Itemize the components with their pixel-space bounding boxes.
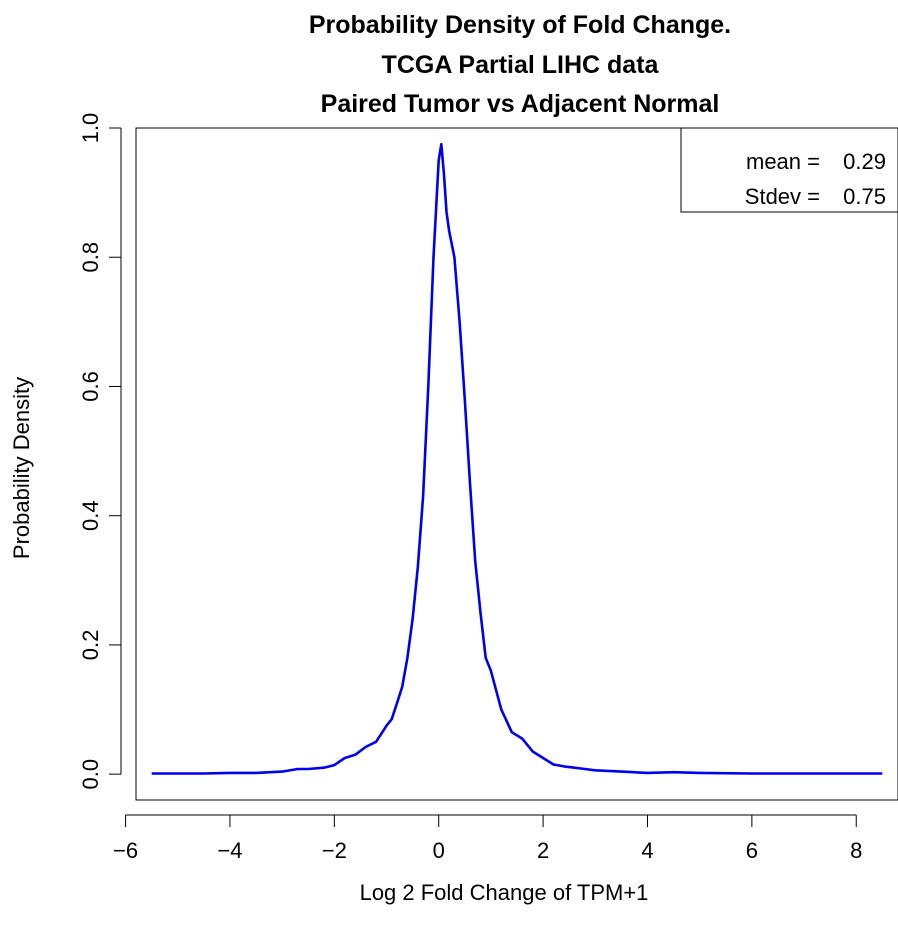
x-tick-label: −6: [113, 838, 138, 863]
legend-mean-label: mean =: [746, 149, 820, 174]
x-tick-label: −2: [322, 838, 347, 863]
x-tick-label: 8: [850, 838, 862, 863]
chart-title-line-3: Paired Tumor vs Adjacent Normal: [321, 90, 720, 118]
x-tick-label: 2: [537, 838, 549, 863]
x-tick-label: −4: [217, 838, 242, 863]
legend-box: [680, 127, 898, 213]
x-tick-label: 0: [433, 838, 445, 863]
y-tick-label: 1.0: [78, 113, 103, 144]
series-layer: [151, 142, 883, 775]
y-tick-label: 0.8: [78, 242, 103, 273]
x-axis-label: Log 2 Fold Change of TPM+1: [360, 880, 649, 905]
x-tick-label: 4: [641, 838, 653, 863]
density-line: [151, 142, 883, 775]
x-axis: −6 −4 −2 0 2 4 6 8: [113, 814, 862, 863]
legend-stdev-label: Stdev =: [745, 184, 820, 209]
chart-title-line-1: Probability Density of Fold Change.: [309, 11, 731, 39]
y-tick-label: 0.4: [78, 500, 103, 531]
legend: mean = 0.29 Stdev = 0.75: [680, 127, 898, 213]
y-axis-label: Probability Density: [9, 377, 34, 559]
y-tick-label: 0.6: [78, 371, 103, 402]
y-tick-label: 0.2: [78, 630, 103, 661]
chart-title-line-2: TCGA Partial LIHC data: [382, 51, 660, 79]
legend-mean-value: 0.29: [843, 149, 886, 174]
x-tick-label: 6: [746, 838, 758, 863]
y-axis: 0.0 0.2 0.4 0.6 0.8 1.0: [78, 113, 122, 790]
legend-stdev-value: 0.75: [843, 184, 886, 209]
plot-frame: [135, 127, 898, 801]
y-tick-label: 0.0: [78, 759, 103, 790]
